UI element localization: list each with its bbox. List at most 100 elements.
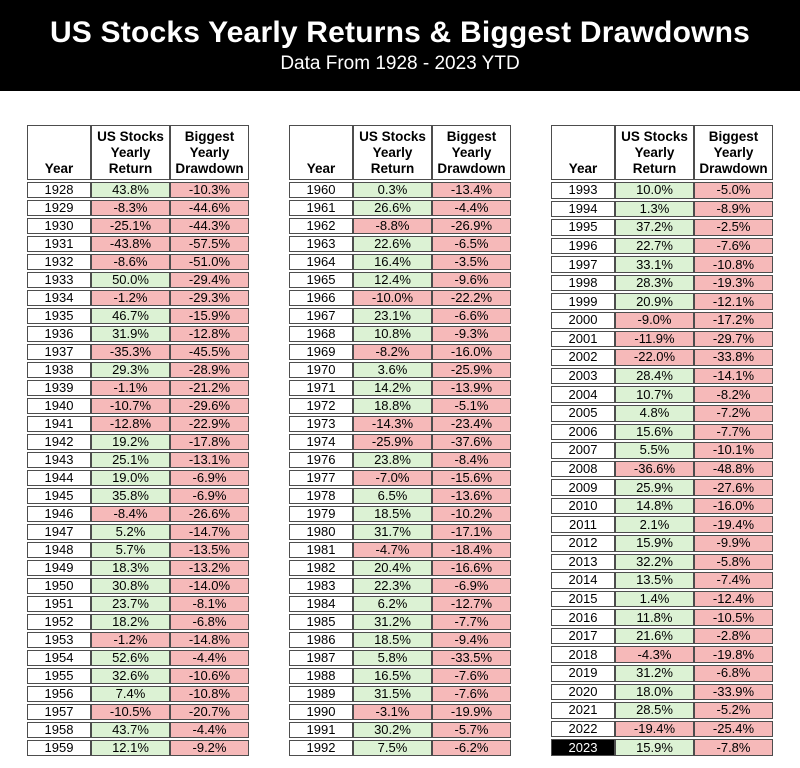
return-cell: -3.1%	[353, 704, 432, 720]
drawdown-cell: -9.4%	[432, 632, 511, 648]
return-cell: -1.2%	[91, 632, 170, 648]
year-cell: 1966	[289, 290, 353, 306]
year-cell: 2006	[551, 423, 615, 441]
table-row: 1986 18.5% -9.4%	[289, 632, 511, 648]
year-cell: 2023	[551, 739, 615, 756]
return-cell: -8.3%	[91, 200, 170, 216]
table-row: 1948 5.7% -13.5%	[27, 542, 249, 558]
drawdown-cell: -51.0%	[170, 254, 249, 270]
year-cell: 1964	[289, 254, 353, 270]
year-cell: 1952	[27, 614, 91, 630]
drawdown-cell: -7.8%	[694, 739, 773, 756]
table-row: 1962 -8.8% -26.9%	[289, 218, 511, 234]
title-banner: US Stocks Yearly Returns & Biggest Drawd…	[0, 0, 800, 91]
table-row: 1949 18.3% -13.2%	[27, 560, 249, 576]
year-cell: 1973	[289, 416, 353, 432]
drawdown-cell: -6.2%	[432, 740, 511, 756]
table-row: 2023 15.9% -7.8%	[551, 739, 773, 756]
year-cell: 1938	[27, 362, 91, 378]
drawdown-column-header: Biggest Yearly Drawdown	[170, 125, 249, 180]
year-cell: 1935	[27, 308, 91, 324]
return-cell: 18.5%	[353, 506, 432, 522]
table-row: 1941 -12.8% -22.9%	[27, 416, 249, 432]
drawdown-cell: -10.5%	[694, 609, 773, 626]
return-cell: 5.5%	[615, 442, 694, 459]
drawdown-cell: -29.6%	[170, 398, 249, 414]
return-cell: 31.2%	[615, 665, 694, 682]
return-cell: 29.3%	[91, 362, 170, 378]
drawdown-cell: -22.2%	[432, 290, 511, 306]
drawdown-cell: -9.9%	[694, 534, 773, 552]
table-row: 1957 -10.5% -20.7%	[27, 704, 249, 720]
year-cell: 1998	[551, 274, 615, 292]
year-cell: 1957	[27, 704, 91, 720]
return-cell: 22.3%	[353, 578, 432, 594]
drawdown-cell: -20.7%	[170, 704, 249, 720]
year-cell: 1940	[27, 398, 91, 414]
year-cell: 2015	[551, 590, 615, 608]
drawdown-cell: -6.6%	[432, 308, 511, 324]
year-cell: 1949	[27, 560, 91, 576]
return-cell: -9.0%	[615, 312, 694, 329]
table-row: 2014 13.5% -7.4%	[551, 572, 773, 589]
year-cell: 2022	[551, 720, 615, 738]
return-cell: -43.8%	[91, 236, 170, 252]
table-row: 1950 30.8% -14.0%	[27, 578, 249, 594]
year-cell: 1980	[289, 524, 353, 540]
return-cell: -14.3%	[353, 416, 432, 432]
table-row: 1944 19.0% -6.9%	[27, 470, 249, 486]
drawdown-cell: -16.0%	[432, 344, 511, 360]
drawdown-cell: -18.4%	[432, 542, 511, 558]
drawdown-cell: -8.2%	[694, 386, 773, 403]
table-row: 2006 15.6% -7.7%	[551, 423, 773, 441]
year-cell: 2017	[551, 627, 615, 645]
return-cell: 32.6%	[91, 668, 170, 684]
year-cell: 1997	[551, 256, 615, 273]
year-cell: 1942	[27, 434, 91, 450]
drawdown-cell: -6.8%	[170, 614, 249, 630]
drawdown-cell: -2.5%	[694, 219, 773, 236]
drawdown-cell: -13.6%	[432, 488, 511, 504]
return-cell: 23.8%	[353, 452, 432, 468]
year-cell: 1948	[27, 542, 91, 558]
return-cell: 1.4%	[615, 590, 694, 608]
table-row: 1932 -8.6% -51.0%	[27, 254, 249, 270]
table-row: 2019 31.2% -6.8%	[551, 665, 773, 682]
drawdown-cell: -7.7%	[694, 423, 773, 441]
year-cell: 2012	[551, 534, 615, 552]
drawdown-cell: -22.9%	[170, 416, 249, 432]
table-row: 1980 31.7% -17.1%	[289, 524, 511, 540]
year-cell: 1985	[289, 614, 353, 630]
table-row: 1956 7.4% -10.8%	[27, 686, 249, 702]
return-cell: 6.2%	[353, 596, 432, 612]
table-row: 2010 14.8% -16.0%	[551, 497, 773, 515]
drawdown-cell: -6.5%	[432, 236, 511, 252]
return-cell: 19.2%	[91, 434, 170, 450]
return-cell: 28.3%	[615, 274, 694, 292]
return-cell: -8.8%	[353, 218, 432, 234]
return-cell: 43.8%	[91, 182, 170, 198]
return-cell: 28.4%	[615, 367, 694, 385]
table-row: 1935 46.7% -15.9%	[27, 308, 249, 324]
table-row: 2007 5.5% -10.1%	[551, 442, 773, 459]
drawdown-cell: -17.2%	[694, 312, 773, 329]
year-cell: 1978	[289, 488, 353, 504]
return-cell: 31.7%	[353, 524, 432, 540]
table-row: 1961 26.6% -4.4%	[289, 200, 511, 216]
year-cell: 1988	[289, 668, 353, 684]
table-row: 1994 1.3% -8.9%	[551, 200, 773, 218]
return-cell: 5.7%	[91, 542, 170, 558]
table-row: 1942 19.2% -17.8%	[27, 434, 249, 450]
return-cell: 31.2%	[353, 614, 432, 630]
drawdown-cell: -15.9%	[170, 308, 249, 324]
table-row: 1992 7.5% -6.2%	[289, 740, 511, 756]
year-cell: 2007	[551, 442, 615, 459]
return-cell: 26.6%	[353, 200, 432, 216]
year-cell: 1968	[289, 326, 353, 342]
drawdown-cell: -10.8%	[170, 686, 249, 702]
return-cell: 0.3%	[353, 182, 432, 198]
drawdown-cell: -7.6%	[432, 686, 511, 702]
return-cell: 6.5%	[353, 488, 432, 504]
return-cell: -10.0%	[353, 290, 432, 306]
table-row: 1953 -1.2% -14.8%	[27, 632, 249, 648]
